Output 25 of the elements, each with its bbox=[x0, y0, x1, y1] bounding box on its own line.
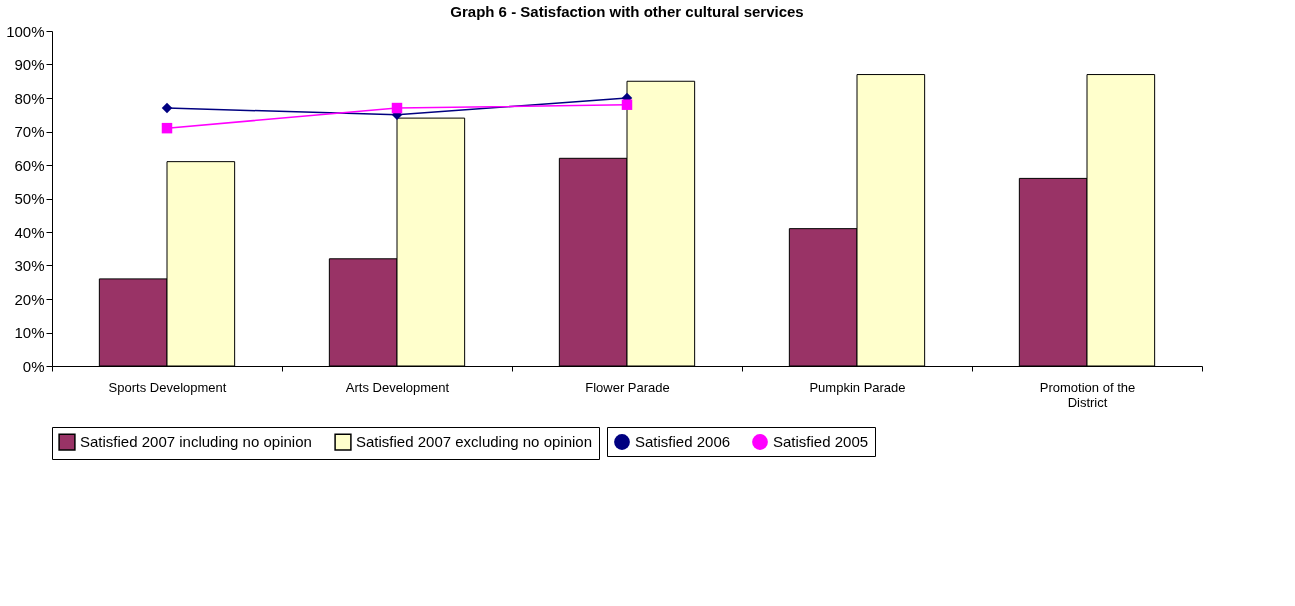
legend-label: Satisfied 2005 bbox=[773, 433, 869, 450]
legend-label: Satisfied 2007 excluding no opinion bbox=[356, 433, 593, 451]
legend-label: Satisfied 2007 including no opinion bbox=[80, 433, 312, 451]
y-tick-label: 50% bbox=[14, 190, 45, 207]
point bbox=[161, 122, 173, 134]
y-tick-label: 100% bbox=[6, 22, 45, 40]
point bbox=[161, 102, 173, 114]
chart-title: Graph 6 - Satisfaction with other cultural services bbox=[450, 3, 804, 20]
legend-label: Satisfied 2006 bbox=[635, 433, 731, 450]
y-tick-label: 40% bbox=[14, 223, 45, 241]
point bbox=[621, 99, 633, 110]
x-tick-label: Pumpkin Parade bbox=[809, 379, 906, 395]
y-tick-label: 10% bbox=[14, 324, 45, 341]
y-tick-label: 90% bbox=[14, 56, 45, 73]
y-tick-label: 30% bbox=[14, 257, 45, 274]
x-tick-label: Sports Development bbox=[108, 379, 227, 395]
x-tick-label: Arts Development bbox=[345, 379, 450, 395]
x-tick-label: Promotion of the District bbox=[1039, 379, 1136, 410]
x-tick-label: Flower Parade bbox=[585, 379, 670, 395]
y-tick-label: 0% bbox=[22, 357, 45, 375]
y-tick-label: 20% bbox=[14, 290, 45, 308]
y-tick-label: 60% bbox=[14, 156, 45, 174]
point bbox=[391, 102, 403, 114]
y-tick-label: 70% bbox=[14, 123, 45, 140]
y-tick-label: 80% bbox=[14, 89, 45, 107]
